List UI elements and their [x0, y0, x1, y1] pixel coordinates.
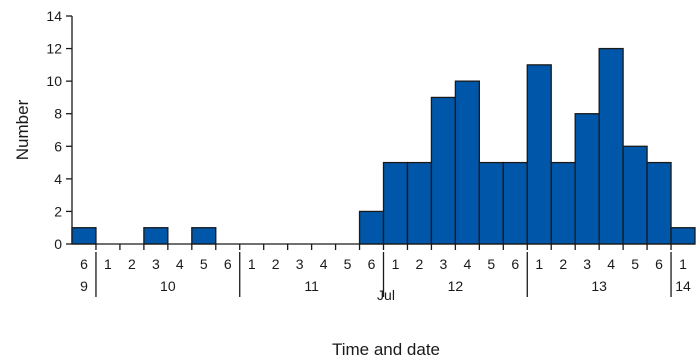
bar	[478, 161, 504, 245]
bars	[71, 47, 696, 245]
y-axis-title: Number	[13, 99, 32, 160]
x-tick-label: 4	[176, 256, 184, 272]
bar	[71, 227, 97, 245]
x-tick-label: 6	[224, 256, 232, 272]
y-tick-label: 0	[54, 236, 62, 252]
y-tick-label: 6	[54, 138, 62, 154]
bar	[646, 161, 672, 245]
date-group-label: 14	[675, 278, 691, 294]
x-tick-label: 1	[104, 256, 112, 272]
bar	[598, 47, 624, 245]
x-tick-label: 2	[272, 256, 280, 272]
bar	[454, 80, 480, 245]
x-tick-label: 6	[80, 256, 88, 272]
x-tick-label: 6	[368, 256, 376, 272]
bar	[358, 210, 385, 245]
x-tick-label: 2	[128, 256, 136, 272]
y-tick-label: 12	[46, 41, 62, 57]
bar	[143, 227, 169, 245]
x-tick-label: 5	[200, 256, 208, 272]
x-tick-label: 3	[440, 256, 448, 272]
x-tick-label: 4	[463, 256, 471, 272]
x-tick-label: 1	[392, 256, 400, 272]
x-tick-label: 3	[296, 256, 304, 272]
bar	[406, 161, 433, 245]
x-tick-label: 4	[607, 256, 615, 272]
bar	[622, 145, 648, 245]
date-group-label: 9	[80, 278, 88, 294]
x-tick-label: 3	[583, 256, 591, 272]
x-tick-label: 1	[679, 256, 687, 272]
bar	[550, 161, 576, 245]
bar	[502, 161, 528, 245]
x-tick-label: 6	[655, 256, 663, 272]
y-axis: 0 2 4 6 8 10 12 14	[46, 8, 73, 252]
bar	[670, 227, 696, 245]
x-axis: 6 1 2 3 4 5 6 1 2 3 4 5 6 1 2 3 4 5 6 1 2 3 4 5 6 19 10 11 12 13 14	[72, 243, 695, 297]
date-group-label: 13	[591, 278, 607, 294]
x-tick-label: 4	[320, 256, 328, 272]
x-tick-label: 1	[248, 256, 256, 272]
date-group-label: 10	[160, 278, 176, 294]
bar	[526, 64, 552, 245]
bar	[191, 227, 217, 245]
x-tick-label: 6	[511, 256, 519, 272]
y-tick-label: 14	[46, 8, 62, 24]
x-tick-label: 3	[152, 256, 160, 272]
x-tick-label: 5	[344, 256, 352, 272]
date-group-label: 11	[304, 278, 319, 294]
bar	[382, 161, 409, 245]
y-tick-label: 8	[54, 106, 62, 122]
month-label: Jul	[377, 287, 395, 303]
x-axis-title: Time and date	[332, 340, 440, 359]
x-tick-label: 2	[559, 256, 567, 272]
x-tick-label: 5	[487, 256, 495, 272]
y-tick-label: 2	[54, 203, 62, 219]
bar	[430, 96, 457, 245]
x-tick-label: 1	[535, 256, 543, 272]
x-tick-label: 5	[631, 256, 639, 272]
bar	[574, 113, 600, 245]
y-tick-label: 10	[46, 73, 62, 89]
date-group-label: 12	[448, 278, 464, 294]
y-tick-label: 4	[54, 171, 62, 187]
x-tick-label: 2	[416, 256, 424, 272]
